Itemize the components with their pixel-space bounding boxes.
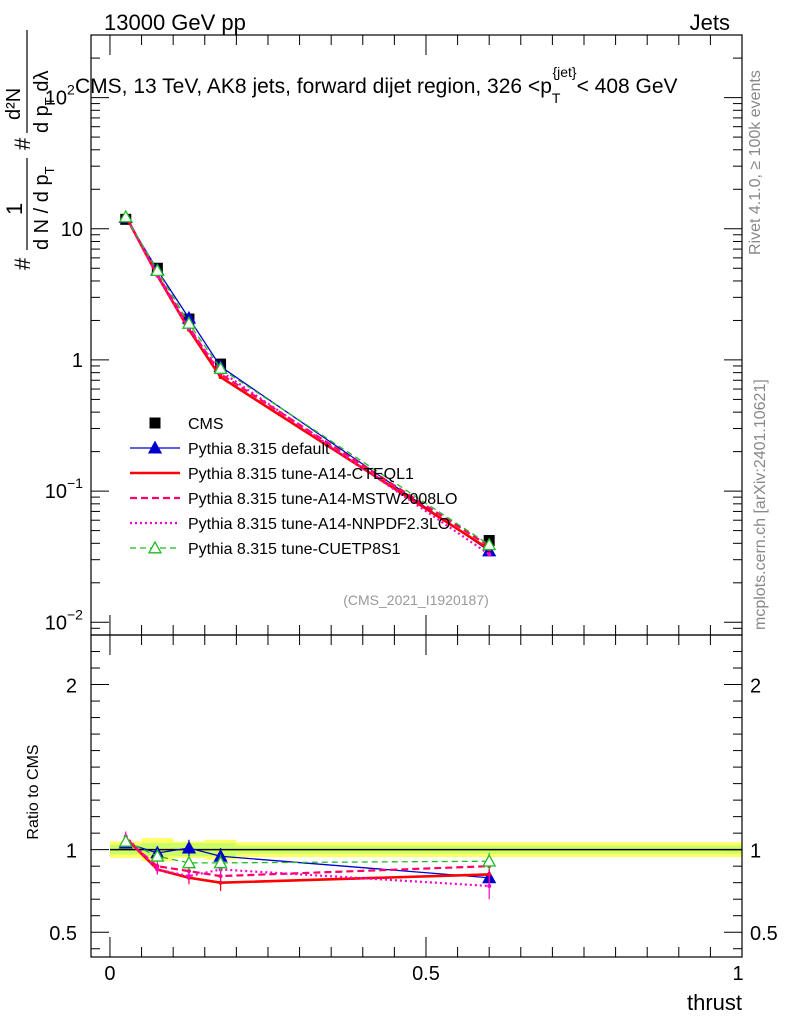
ratio-line-cuetp8s1 (125, 840, 490, 864)
main-series-layer (118, 209, 497, 557)
svg-text:1: 1 (2, 203, 27, 215)
legend-label-mstw: Pythia 8.315 tune-A14-MSTW2008LO (188, 491, 457, 508)
chart-title: CMS, 13 TeV, AK8 jets, forward dijet reg… (75, 64, 678, 106)
legend-label-cms: CMS (188, 416, 224, 433)
y-tick-label: 10 (45, 481, 67, 503)
y-tick-label: 10 (45, 88, 67, 110)
x-axis-label: thrust (687, 990, 742, 1015)
x-tick-label: 0.5 (412, 963, 440, 985)
ratio-point-default (181, 840, 197, 854)
legend-label-cuetp8s1: Pythia 8.315 tune-CUETP8S1 (188, 541, 401, 558)
source-label: mcplots.cern.ch [arXiv:2401.10621] (752, 379, 769, 630)
ratio-point-cuetp8s1 (482, 853, 497, 867)
ratio-y-tick-label: 0.5 (49, 923, 77, 945)
ratio-y-tick-label: 2 (66, 676, 77, 698)
point-cuetp8s1 (118, 209, 133, 223)
y-tick-label: 10 (61, 219, 83, 241)
ratio-line-mstw (125, 838, 490, 878)
svg-text:d pT dλ: d pT dλ (31, 71, 57, 133)
ratio-point-nnpdf (487, 883, 492, 888)
ratio-point-cuetp8s1 (118, 834, 133, 847)
point-nnpdf (487, 552, 492, 557)
svg-text:d²N: d²N (3, 88, 25, 120)
x-tick-label: 0 (104, 963, 115, 985)
ratio-y-axis: 0.5 0.5 1 1 2 2 (49, 651, 778, 950)
y-tick-label: 10 (45, 612, 67, 634)
legend-marker-cms (149, 417, 161, 429)
point-cuetp8s1 (213, 361, 228, 374)
main-y-axis-label: # 1 d N / d pT # d²N d pT dλ (2, 30, 57, 270)
ratio-series-layer (118, 831, 497, 900)
main-x-ticks (109, 35, 743, 635)
y-tick-exponent: 2 (67, 82, 75, 98)
ratio-point-cuetp8s1 (150, 848, 165, 862)
ratio-y-tick-label: 1 (66, 841, 77, 863)
point-cteql1 (218, 375, 223, 380)
ratio-y-axis-label: Ratio to CMS (25, 744, 42, 839)
legend-marker-cuetp8s1 (147, 540, 163, 554)
ratio-point-cuetp8s1 (181, 855, 197, 869)
series-line-nnpdf (124, 215, 490, 556)
y-tick-label: 1 (72, 350, 83, 372)
svg-text:#: # (10, 137, 35, 150)
ratio-panel: 0.5 0.51 12 2 0 0.5 1 Ratio to CMS thrust (25, 634, 778, 1015)
svg-text:#: # (10, 257, 35, 270)
ratio-point-cuetp8s1 (213, 855, 228, 869)
legend-label-default: Pythia 8.315 default (188, 441, 330, 458)
ratio-uncertainty-band (109, 838, 742, 862)
analysis-watermark: (CMS_2021_I1920187) (343, 592, 489, 608)
energy-label: 13000 GeV pp (104, 10, 246, 35)
point-cuetp8s1 (482, 537, 497, 551)
ratio-line-nnpdf (124, 835, 490, 888)
ratio-point-nnpdf (155, 867, 160, 872)
ratio-y-tick-label-right: 1 (750, 841, 761, 863)
y-tick-exponent: −1 (67, 475, 83, 491)
ratio-point-nnpdf (186, 874, 191, 879)
legend-marker-default (147, 440, 163, 454)
svg-text:d N / d pT: d N / d pT (31, 166, 57, 250)
point-cuetp8s1 (181, 316, 197, 329)
y-tick-exponent: −2 (67, 606, 83, 622)
point-cuetp8s1 (150, 263, 165, 277)
x-tick-label: 1 (732, 963, 743, 985)
legend: CMS Pythia 8.315 default Pythia 8.315 tune… (130, 416, 457, 558)
ratio-frame (90, 634, 743, 958)
legend-label-nnpdf: Pythia 8.315 tune-A14-NNPDF2.3LO (188, 516, 450, 533)
ratio-y-tick-label-right: 0.5 (750, 923, 778, 945)
category-label: Jets (690, 10, 730, 35)
ratio-y-tick-label-right: 2 (750, 676, 761, 698)
legend-label-cteql1: Pythia 8.315 tune-A14-CTEQL1 (188, 466, 414, 483)
rivet-version-label: Rivet 4.1.0, ≥ 100k events (747, 70, 764, 255)
ratio-x-axis: 0 0.5 1 (104, 635, 744, 985)
